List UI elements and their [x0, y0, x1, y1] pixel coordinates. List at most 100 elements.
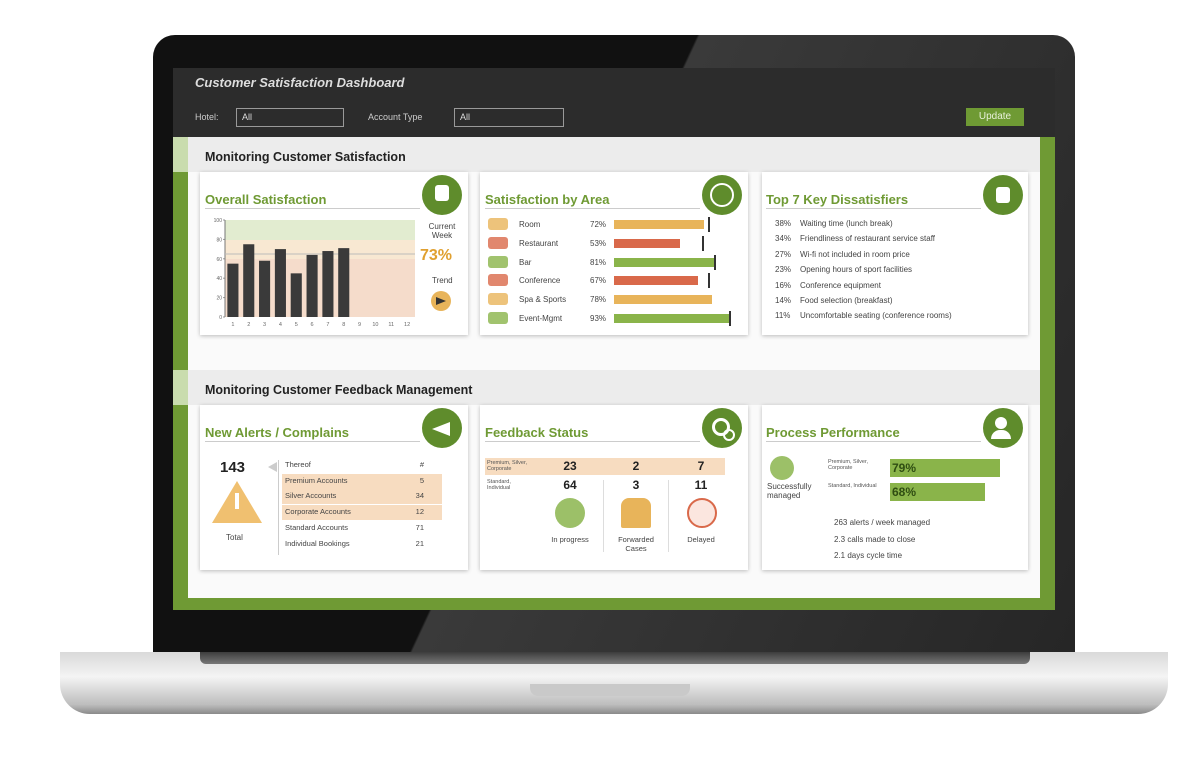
status-value: 64	[563, 478, 577, 492]
dissatisfier-value: 16%	[775, 280, 792, 290]
y-tick-label: 100	[214, 218, 223, 224]
panel-title: Satisfaction by Area	[485, 192, 610, 207]
column-label: Forwarded Cases	[618, 535, 654, 553]
dissatisfier-value: 14%	[775, 296, 792, 305]
warning-icon	[212, 481, 262, 523]
forwarded-icon	[621, 498, 651, 528]
dissatisfier-label: Conference equipment	[800, 280, 881, 290]
panel-title: Process Performance	[766, 425, 900, 440]
dissatisfier-label: Uncomfortable seating (conference rooms)	[800, 311, 952, 321]
filter-label: Hotel:	[195, 112, 219, 122]
bar	[259, 260, 271, 317]
area-bar	[614, 257, 716, 267]
dissatisfier-value: 11%	[775, 311, 791, 321]
row-label: Thereof	[285, 460, 311, 469]
y-tick-label: 80	[216, 237, 222, 243]
area-label: Restaurant	[519, 238, 559, 248]
bar-value-label: 79%	[892, 461, 917, 475]
title-underline	[485, 441, 700, 442]
section-band-accent	[173, 137, 188, 172]
area-label: Event-Mgmt	[519, 314, 563, 323]
area-bar	[614, 314, 731, 323]
megaphone-icon	[422, 408, 462, 448]
delayed-icon	[687, 498, 717, 528]
title-underline	[485, 208, 700, 209]
area-label: Room	[519, 220, 541, 229]
x-tick-label: 5	[295, 322, 298, 328]
person-icon	[983, 408, 1023, 448]
row-value: #	[419, 460, 424, 469]
target-marker	[714, 254, 716, 270]
column-label: Delayed	[687, 535, 715, 544]
area-value-label: 93%	[590, 314, 607, 323]
area-icon	[488, 255, 508, 268]
update-button[interactable]: Update	[966, 108, 1024, 126]
area-icon	[488, 293, 508, 306]
area-rows: Room 72% Restaurant 53% Bar 81% Conference 67% S…	[485, 215, 745, 330]
column-label: In progress	[551, 535, 589, 544]
process-bars: Premium, Silver, Corporate 79% Standard, I…	[826, 456, 1026, 566]
alert-pointer	[268, 462, 277, 472]
laptop-hinge	[200, 650, 1030, 664]
dissatisfier-value: 27%	[775, 249, 792, 259]
row-highlight	[282, 489, 442, 505]
row-label: Standard, Individual	[487, 479, 511, 491]
dissatisfier-label: Friendliness of restaurant service staff	[800, 234, 936, 244]
title-underline	[205, 208, 420, 209]
title-underline	[766, 441, 981, 442]
gears-icon	[702, 408, 742, 448]
bar-value-label: 68%	[892, 485, 917, 499]
row-label: Corporate Accounts	[285, 507, 351, 517]
current-value: 73%	[420, 247, 453, 264]
alerts-total: 143	[220, 459, 246, 476]
area-bar	[614, 238, 681, 248]
laptop-notch	[530, 684, 690, 696]
y-tick-label: 60	[216, 257, 222, 263]
row-label: Individual Bookings	[285, 538, 350, 548]
trend-arrow	[431, 291, 451, 311]
status-value: 23	[563, 459, 577, 473]
x-tick-label: 4	[279, 322, 282, 328]
y-tick-label: 0	[219, 315, 222, 321]
section-title: Monitoring Customer Feedback Management	[205, 383, 473, 397]
x-tick-label: 7	[326, 322, 329, 328]
row-label: Premium, Silver, Corporate	[487, 460, 528, 472]
area-icon	[488, 274, 508, 287]
area-bar	[614, 220, 704, 229]
stat-text: 2.3 calls made to close	[834, 534, 916, 544]
bar	[274, 249, 286, 317]
target-marker	[707, 273, 710, 289]
target-marker	[701, 235, 704, 251]
filter-select[interactable]: All	[236, 108, 344, 127]
status-value: 3	[632, 478, 640, 492]
performance-bar	[890, 483, 985, 501]
target-marker	[729, 311, 731, 326]
status-value: 7	[697, 459, 705, 473]
y-tick-label: 40	[216, 276, 222, 282]
performance-bar	[890, 459, 1000, 477]
bar	[306, 254, 318, 317]
row-value: 21	[415, 538, 424, 548]
dissatisfier-value: 38%	[775, 219, 792, 228]
panel-title: Top 7 Key Dissatisfiers	[766, 192, 909, 207]
x-tick-label: 6	[311, 322, 314, 328]
bar	[243, 244, 255, 317]
area-value-label: 53%	[590, 238, 607, 248]
section-band	[173, 370, 1040, 405]
row-label: Standard Accounts	[285, 522, 348, 532]
x-tick-label: 9	[358, 322, 361, 328]
row-label: Silver Accounts	[285, 491, 337, 501]
table-rule	[278, 460, 279, 555]
area-icon	[702, 175, 742, 215]
row-label: Premium Accounts	[285, 475, 348, 485]
filter-select[interactable]: All	[454, 108, 564, 127]
feedback-highlight	[485, 458, 725, 475]
thumbs-down-icon	[983, 175, 1023, 215]
dashboard-title: Customer Satisfaction Dashboard	[195, 75, 405, 90]
dissatisfier-value: 34%	[775, 234, 792, 244]
area-label: Spa & Sports	[519, 295, 567, 305]
bar	[322, 251, 334, 317]
area-icon	[488, 236, 508, 249]
alerts-table: Thereof # Premium Accounts 5 Silver Accounts…	[282, 460, 442, 556]
